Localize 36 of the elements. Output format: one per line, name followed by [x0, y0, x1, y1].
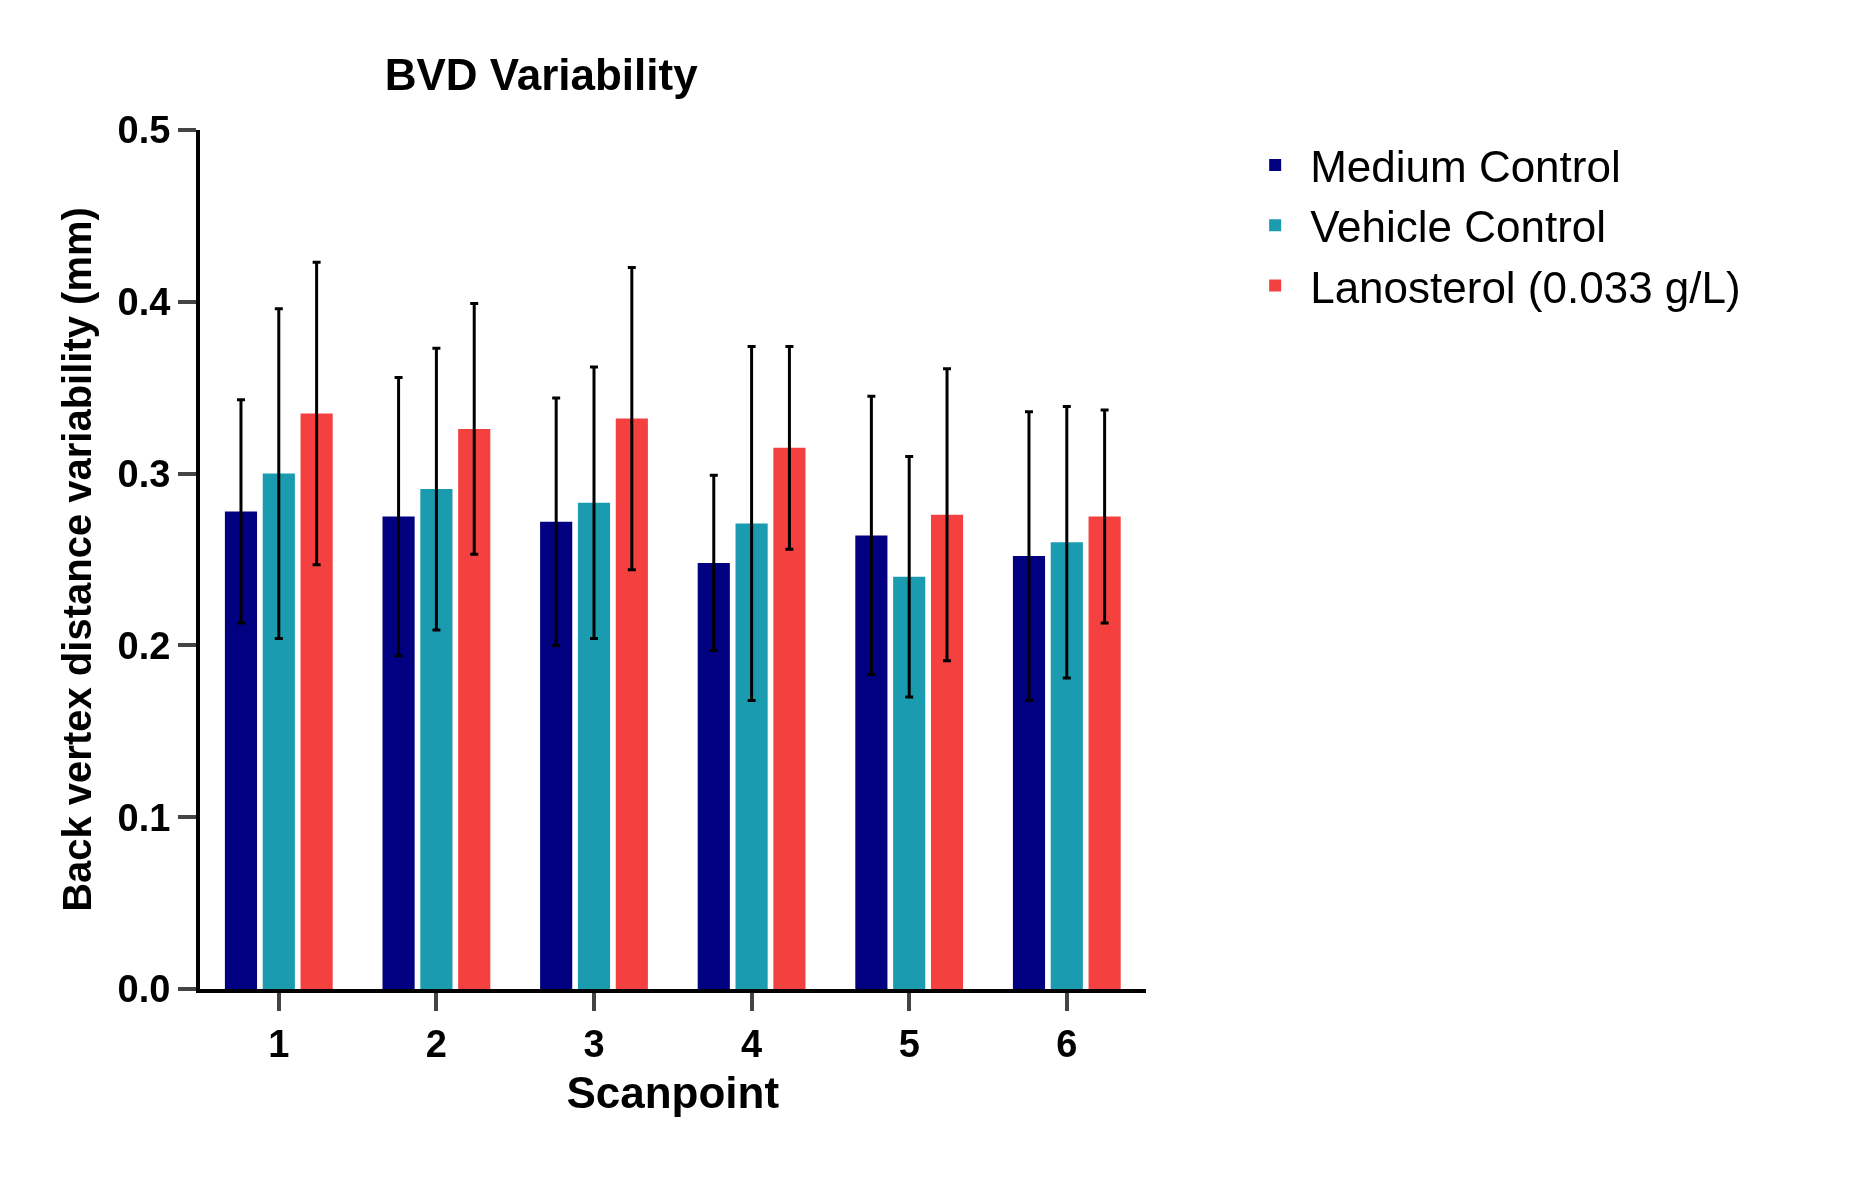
- x-tick-label: 3: [583, 1022, 605, 1065]
- bar: [893, 576, 926, 989]
- x-axis-title: Scanpoint: [566, 1068, 780, 1118]
- legend-label: Lanosterol (0.033 g/L): [1310, 262, 1741, 312]
- bar: [458, 428, 491, 989]
- y-tick-label: 0.5: [117, 109, 171, 152]
- bar: [735, 523, 768, 989]
- bar: [262, 473, 295, 989]
- x-tick-label: 1: [268, 1022, 290, 1065]
- legend-label: Medium Control: [1310, 142, 1621, 192]
- x-tick-label: 5: [898, 1022, 920, 1065]
- x-tick-label: 2: [425, 1022, 447, 1065]
- legend-label: Vehicle Control: [1310, 202, 1607, 252]
- x-tick-label: 4: [741, 1022, 763, 1065]
- y-tick-label: 0.4: [117, 281, 171, 324]
- bar: [930, 514, 964, 989]
- y-axis-title: Back vertex distance variability (mm): [54, 207, 99, 912]
- bar: [224, 511, 258, 989]
- bar: [1050, 542, 1083, 989]
- y-tick-label: 0.2: [117, 624, 171, 667]
- x-tick-label: 6: [1056, 1022, 1078, 1065]
- chart-title: BVD Variability: [384, 49, 699, 99]
- bar: [1088, 516, 1121, 989]
- y-tick-label: 0.1: [117, 796, 171, 839]
- y-tick-label: 0.0: [117, 968, 171, 1011]
- bar: [300, 413, 333, 989]
- bar: [855, 535, 888, 989]
- y-tick-label: 0.3: [117, 452, 171, 495]
- bar: [615, 418, 648, 989]
- bar: [540, 521, 573, 989]
- bar: [577, 502, 611, 989]
- bar: [773, 447, 806, 989]
- bar: [697, 562, 730, 989]
- bar: [382, 516, 415, 989]
- bar: [1012, 556, 1046, 989]
- bar: [420, 489, 453, 989]
